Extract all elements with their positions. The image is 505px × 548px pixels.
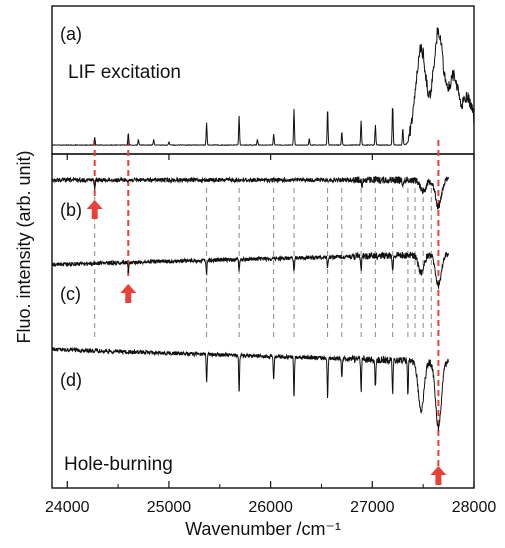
- x-axis-ticks: 24000 25000 26000 27000 28000: [45, 154, 496, 516]
- upper-panel-title: LIF excitation: [68, 62, 181, 83]
- x-tick-label: 27000: [350, 499, 395, 516]
- trace-label-c: (c): [60, 284, 81, 304]
- x-tick-label: 26000: [248, 499, 293, 516]
- trace-a: [51, 27, 475, 147]
- hole-burning-annotation: Hole-burning: [64, 454, 173, 475]
- red-arrow: [86, 200, 103, 219]
- gray-marker-lines: [94, 188, 432, 340]
- y-axis-label: Fluo. intensity (arb. unit): [14, 150, 34, 343]
- red-arrows: [86, 200, 447, 485]
- x-tick-label: 24000: [45, 499, 90, 516]
- trace-label-b: (b): [60, 200, 82, 220]
- trace-b: [51, 175, 450, 210]
- x-axis-label: Wavenumber /cm⁻¹: [185, 519, 341, 539]
- spectrum-traces: [51, 27, 475, 431]
- trace-label-d: (d): [60, 370, 82, 390]
- red-arrow: [430, 466, 447, 485]
- lower-panel-frame: [51, 153, 475, 489]
- red-arrow: [120, 284, 137, 303]
- red-marker-lines: [93, 140, 440, 470]
- x-tick-label: 25000: [147, 499, 192, 516]
- trace-c: [51, 251, 450, 289]
- x-tick-label: 28000: [452, 499, 497, 516]
- upper-panel-label: (a): [60, 24, 82, 44]
- trace-d: [51, 346, 450, 431]
